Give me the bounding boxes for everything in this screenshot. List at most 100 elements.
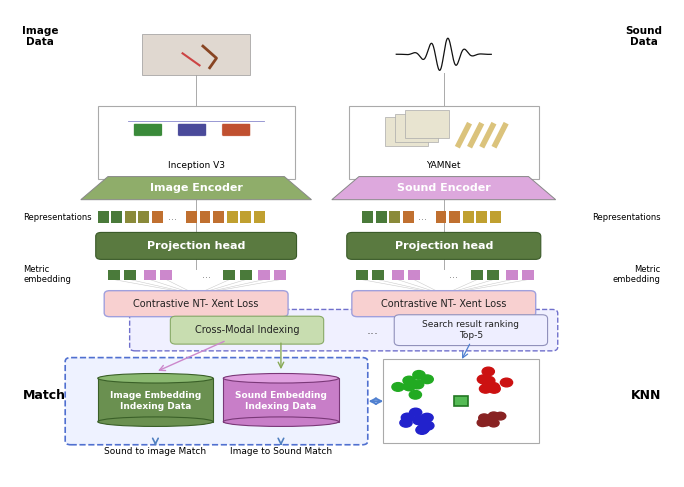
Text: Search result ranking
Top-5: Search result ranking Top-5 [423, 320, 519, 340]
Bar [239, 270, 252, 280]
Bar [200, 211, 211, 223]
Text: Projection head: Projection head [395, 241, 493, 251]
Circle shape [482, 367, 495, 376]
Circle shape [481, 418, 492, 426]
Bar [490, 211, 501, 223]
Bar [152, 211, 163, 223]
Bar [487, 270, 499, 280]
Text: ...: ... [367, 324, 378, 337]
Polygon shape [332, 177, 555, 200]
Bar [258, 270, 270, 280]
Circle shape [413, 371, 425, 379]
Circle shape [488, 412, 499, 420]
FancyBboxPatch shape [405, 110, 449, 138]
Text: YAMNet: YAMNet [427, 161, 461, 170]
Text: Metric
embedding: Metric embedding [23, 265, 71, 284]
Text: Image
Data: Image Data [22, 26, 58, 47]
Text: Image Encoder: Image Encoder [150, 183, 243, 193]
Text: Contrastive NT- Xent Loss: Contrastive NT- Xent Loss [133, 299, 259, 309]
Bar [108, 270, 120, 280]
Text: ...: ... [449, 270, 458, 280]
FancyBboxPatch shape [352, 291, 536, 317]
Bar [223, 378, 339, 422]
FancyBboxPatch shape [170, 316, 324, 344]
Text: ...: ... [168, 212, 177, 222]
Bar [522, 270, 534, 280]
FancyBboxPatch shape [349, 106, 539, 179]
Circle shape [405, 381, 417, 390]
Text: Metric
embedding: Metric embedding [613, 265, 661, 284]
Bar [98, 211, 109, 223]
Text: ...: ... [202, 270, 211, 280]
Bar [254, 211, 265, 223]
Circle shape [410, 408, 422, 417]
Ellipse shape [98, 374, 213, 383]
Circle shape [416, 426, 428, 434]
Bar [144, 270, 156, 280]
Bar [376, 211, 386, 223]
FancyBboxPatch shape [142, 34, 250, 75]
Circle shape [422, 421, 434, 430]
FancyBboxPatch shape [384, 117, 428, 146]
Bar [226, 211, 237, 223]
Text: Sound
Data: Sound Data [625, 26, 662, 47]
Circle shape [413, 416, 425, 425]
Text: Sound Embedding
Indexing Data: Sound Embedding Indexing Data [235, 391, 327, 411]
Text: Image Embedding
Indexing Data: Image Embedding Indexing Data [110, 391, 201, 411]
FancyBboxPatch shape [98, 106, 295, 179]
Text: Image to Sound Match: Image to Sound Match [230, 448, 332, 456]
Circle shape [402, 413, 414, 422]
Bar [408, 270, 420, 280]
FancyBboxPatch shape [394, 315, 548, 346]
FancyBboxPatch shape [133, 124, 162, 136]
Circle shape [479, 384, 492, 393]
Bar [213, 211, 224, 223]
Text: Match: Match [23, 389, 66, 402]
FancyBboxPatch shape [104, 291, 288, 317]
Bar [389, 211, 400, 223]
Text: Projection head: Projection head [147, 241, 246, 251]
Bar [223, 270, 235, 280]
Circle shape [495, 412, 505, 420]
Ellipse shape [223, 374, 339, 383]
Bar [463, 211, 473, 223]
Circle shape [488, 419, 499, 427]
Text: Cross-Modal Indexing: Cross-Modal Indexing [195, 325, 300, 335]
FancyBboxPatch shape [65, 357, 368, 445]
Bar [403, 211, 414, 223]
Circle shape [409, 391, 421, 399]
FancyBboxPatch shape [130, 309, 557, 351]
Bar [98, 378, 213, 422]
FancyBboxPatch shape [178, 124, 207, 136]
Circle shape [421, 375, 433, 384]
Text: Representations: Representations [23, 212, 92, 222]
Bar [363, 211, 373, 223]
Circle shape [421, 413, 433, 422]
Text: Inception V3: Inception V3 [168, 161, 224, 170]
Circle shape [412, 380, 423, 389]
Bar [160, 270, 172, 280]
Ellipse shape [223, 417, 339, 427]
FancyBboxPatch shape [383, 359, 539, 443]
Text: Sound to image Match: Sound to image Match [105, 448, 207, 456]
Ellipse shape [98, 417, 213, 427]
Bar [372, 270, 384, 280]
Bar [124, 270, 136, 280]
Polygon shape [81, 177, 311, 200]
Bar [240, 211, 251, 223]
Text: Sound Encoder: Sound Encoder [397, 183, 490, 193]
Circle shape [417, 425, 430, 433]
Circle shape [477, 419, 488, 427]
Bar [138, 211, 149, 223]
Circle shape [483, 376, 495, 385]
Circle shape [403, 376, 415, 385]
Bar [476, 211, 487, 223]
Text: Representations: Representations [592, 212, 661, 222]
Circle shape [479, 375, 490, 384]
Circle shape [403, 382, 415, 391]
Bar [391, 270, 404, 280]
Bar [111, 211, 122, 223]
Bar [505, 270, 518, 280]
Bar [274, 270, 287, 280]
FancyBboxPatch shape [347, 232, 541, 260]
